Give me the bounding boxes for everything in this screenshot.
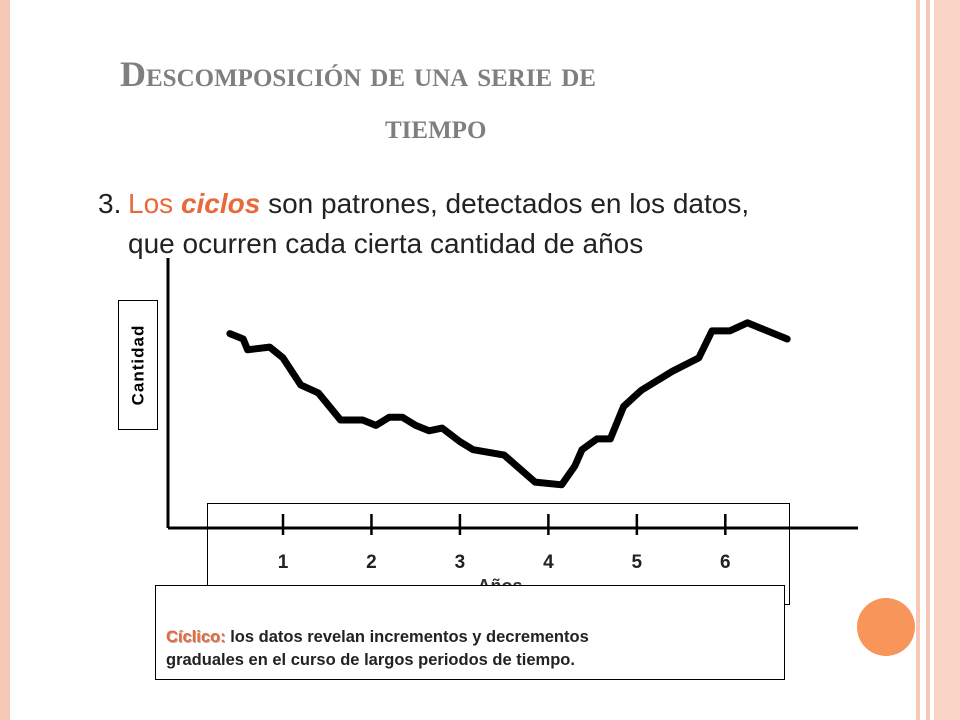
- x-tick-label-4: 4: [543, 552, 554, 573]
- body-word-los: Los: [128, 188, 174, 219]
- x-tick-label-2: 2: [366, 552, 377, 573]
- y-axis-label-box: Cantidad: [118, 300, 158, 430]
- x-ticks: 1 2 3 4 5 6: [278, 514, 731, 573]
- definition-line-2: graduales en el curso de largos periodos…: [166, 651, 575, 669]
- title-line-2: tiempo: [385, 106, 487, 146]
- item-number: 3.: [98, 188, 122, 219]
- x-tick-label-6: 6: [720, 552, 731, 573]
- x-tick-label-5: 5: [632, 552, 643, 573]
- slide-title: Descomposición de una serie de tiempo: [120, 48, 780, 152]
- body-paragraph: 3. Los ciclos son patrones, detectados en…: [98, 184, 858, 264]
- decorative-circle: [857, 598, 915, 656]
- definition-box: Cíclico: los datos revelan incrementos y…: [155, 585, 785, 680]
- body-keyword-ciclos: ciclos: [180, 188, 261, 219]
- definition-term: Cíclico:: [166, 628, 226, 646]
- x-tick-label-1: 1: [278, 552, 289, 573]
- body-text-line-2: que ocurren cada cierta cantidad de años: [128, 228, 644, 259]
- definition-line-1: los datos revelan incrementos y decremen…: [230, 628, 589, 646]
- x-tick-label-3: 3: [455, 552, 466, 573]
- series-line: [226, 319, 791, 489]
- definition-text: Cíclico: los datos revelan incrementos y…: [166, 626, 776, 672]
- title-line-1: Descomposición de una serie de: [120, 54, 596, 94]
- body-text-line-1: son patrones, detectados en los datos,: [268, 188, 750, 219]
